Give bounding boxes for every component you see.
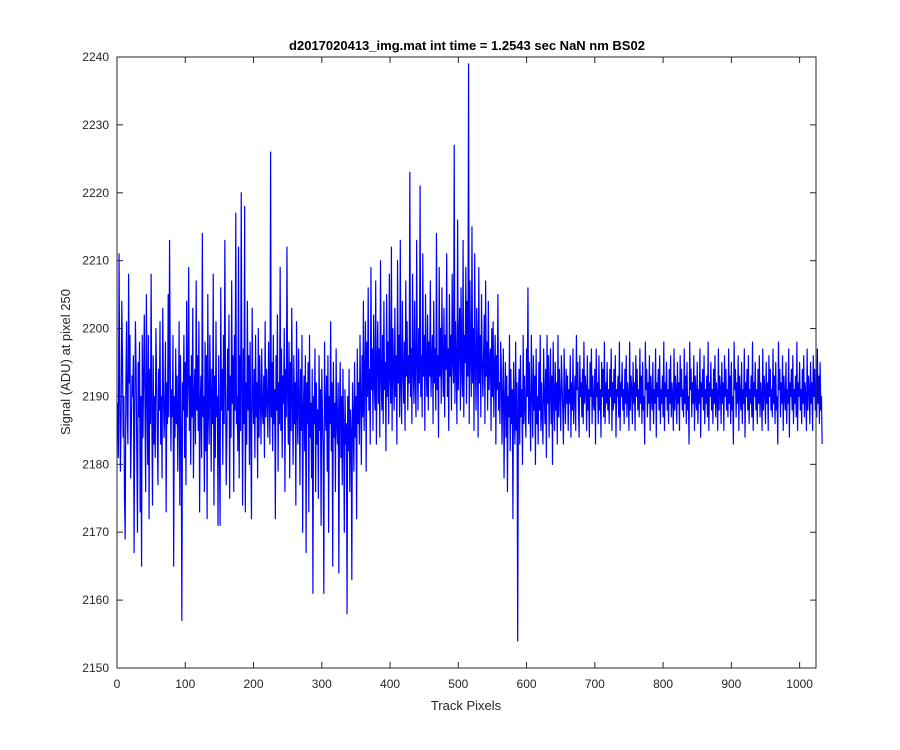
y-tick-label: 2190	[82, 389, 109, 403]
y-tick-label: 2180	[82, 457, 109, 471]
x-tick-label: 300	[312, 677, 332, 691]
y-tick-label: 2230	[82, 118, 109, 132]
x-tick-label: 400	[380, 677, 400, 691]
x-axis-label: Track Pixels	[431, 698, 502, 713]
axes-box	[116, 56, 817, 669]
y-axis-ticks: 2150 2160 2170 2180 2190 2200 2210 2220 2230 2240	[82, 50, 816, 675]
x-tick-label: 900	[721, 677, 741, 691]
y-tick-label: 2220	[82, 186, 109, 200]
y-tick-label: 2160	[82, 593, 109, 607]
x-tick-label: 0	[114, 677, 121, 691]
x-tick-label: 800	[653, 677, 673, 691]
x-tick-label: 100	[175, 677, 195, 691]
x-tick-label: 1000	[786, 677, 813, 691]
x-tick-label: 600	[517, 677, 537, 691]
y-tick-label: 2240	[82, 50, 109, 64]
y-axis-label: Signal (ADU) at pixel 250	[58, 289, 73, 435]
chart-title: d2017020413_img.mat int time = 1.2543 se…	[289, 38, 645, 53]
y-tick-label: 2150	[82, 661, 109, 675]
series-layer	[117, 63, 823, 642]
y-tick-label: 2210	[82, 254, 109, 268]
x-axis-ticks: 0 100 200 300 400 500 600 700 800 900 1000	[114, 57, 813, 691]
x-tick-label: 500	[448, 677, 468, 691]
x-tick-label: 700	[585, 677, 605, 691]
x-tick-label: 200	[244, 677, 264, 691]
y-tick-label: 2170	[82, 525, 109, 539]
series-line-0	[117, 63, 823, 642]
y-tick-label: 2200	[82, 322, 109, 336]
